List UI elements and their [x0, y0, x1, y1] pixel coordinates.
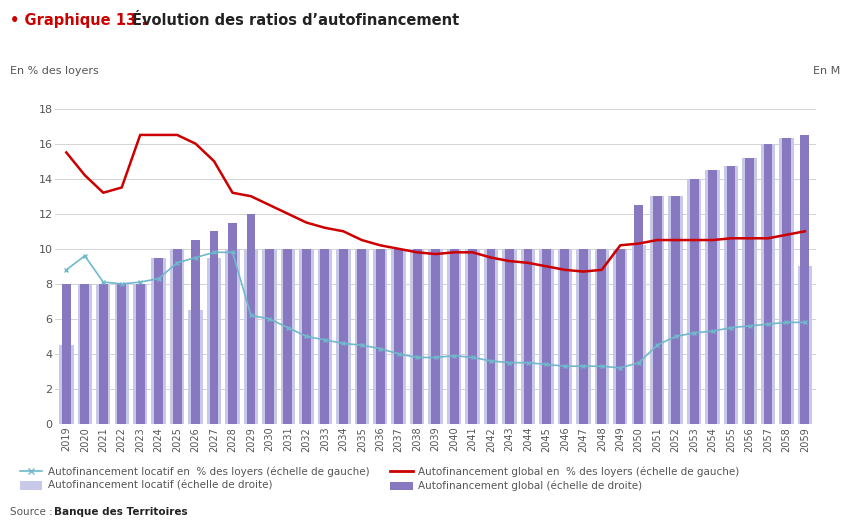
Bar: [632, 245, 646, 424]
Bar: [672, 196, 680, 424]
Legend: Autofinancement locatif en  % des loyers (échelle de gauche), Autofinancement lo: Autofinancement locatif en % des loyers …: [15, 462, 744, 496]
Bar: [782, 138, 790, 424]
Bar: [689, 179, 699, 424]
Bar: [299, 249, 314, 424]
Bar: [151, 258, 166, 424]
Bar: [524, 249, 532, 424]
Bar: [560, 249, 570, 424]
Bar: [336, 249, 350, 424]
Bar: [801, 135, 809, 424]
Text: En % des loyers: En % des loyers: [10, 66, 99, 76]
Bar: [320, 249, 329, 424]
Bar: [505, 249, 514, 424]
Bar: [302, 249, 311, 424]
Bar: [742, 158, 756, 424]
Bar: [450, 249, 458, 424]
Bar: [133, 284, 147, 424]
Bar: [465, 249, 479, 424]
Bar: [468, 249, 477, 424]
Bar: [357, 249, 366, 424]
Bar: [210, 231, 218, 424]
Bar: [225, 249, 240, 424]
Bar: [394, 249, 403, 424]
Bar: [431, 249, 440, 424]
Bar: [136, 284, 144, 424]
Text: Évolution des ratios d’autofinancement: Évolution des ratios d’autofinancement: [132, 13, 459, 28]
Bar: [246, 214, 255, 424]
Bar: [745, 158, 754, 424]
Bar: [797, 267, 812, 424]
Bar: [189, 310, 203, 424]
Bar: [244, 249, 258, 424]
Text: En M: En M: [813, 66, 840, 76]
Text: Banque des Territoires: Banque des Territoires: [54, 507, 187, 517]
Bar: [173, 249, 182, 424]
Bar: [724, 166, 739, 424]
Bar: [595, 249, 609, 424]
Bar: [263, 249, 276, 424]
Bar: [763, 144, 773, 424]
Bar: [392, 249, 406, 424]
Bar: [542, 249, 551, 424]
Bar: [280, 249, 295, 424]
Bar: [81, 284, 89, 424]
Bar: [727, 166, 735, 424]
Bar: [376, 249, 385, 424]
Bar: [77, 284, 92, 424]
Bar: [706, 170, 720, 424]
Bar: [653, 196, 661, 424]
Bar: [579, 249, 588, 424]
Text: Source :: Source :: [10, 507, 56, 517]
Text: • Graphique 13 :: • Graphique 13 :: [10, 13, 152, 28]
Bar: [598, 249, 606, 424]
Bar: [117, 284, 126, 424]
Bar: [576, 249, 591, 424]
Bar: [668, 196, 683, 424]
Bar: [191, 240, 200, 424]
Bar: [486, 249, 496, 424]
Bar: [521, 249, 536, 424]
Bar: [265, 249, 274, 424]
Bar: [558, 249, 572, 424]
Bar: [634, 205, 643, 424]
Bar: [62, 284, 71, 424]
Bar: [687, 179, 701, 424]
Bar: [428, 249, 443, 424]
Bar: [761, 144, 775, 424]
Bar: [354, 249, 369, 424]
Bar: [708, 170, 717, 424]
Bar: [413, 249, 422, 424]
Bar: [207, 258, 221, 424]
Bar: [115, 284, 129, 424]
Bar: [779, 138, 794, 424]
Bar: [539, 249, 553, 424]
Bar: [339, 249, 348, 424]
Bar: [170, 249, 184, 424]
Bar: [502, 249, 517, 424]
Bar: [650, 196, 665, 424]
Bar: [410, 249, 424, 424]
Bar: [613, 249, 627, 424]
Bar: [447, 249, 462, 424]
Bar: [60, 345, 74, 424]
Bar: [616, 249, 625, 424]
Bar: [318, 249, 332, 424]
Bar: [484, 249, 498, 424]
Bar: [228, 223, 237, 424]
Bar: [96, 284, 110, 424]
Bar: [154, 258, 163, 424]
Bar: [283, 249, 292, 424]
Bar: [99, 284, 108, 424]
Bar: [373, 249, 388, 424]
